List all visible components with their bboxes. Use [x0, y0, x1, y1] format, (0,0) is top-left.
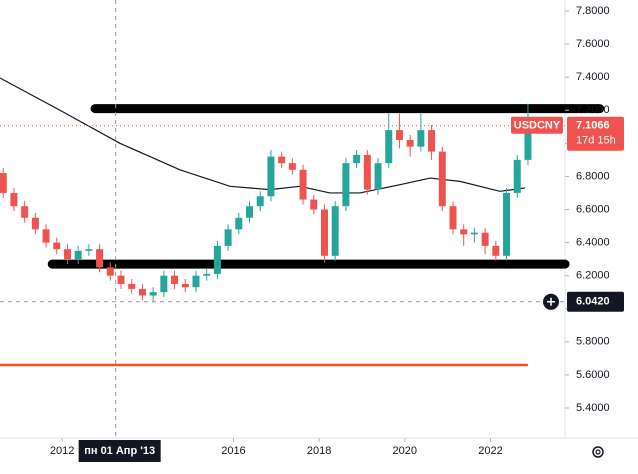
candle-body [406, 140, 414, 147]
candle-body [310, 199, 318, 210]
moving-average [0, 77, 525, 194]
candle-body [53, 242, 61, 250]
y-tick-label: 5.4000 [576, 402, 610, 414]
candle-body [395, 130, 403, 141]
candle-body [10, 192, 18, 207]
candle-body [438, 151, 446, 207]
candle-body [417, 130, 425, 147]
candle-body [96, 249, 104, 268]
countdown-label: 17d 15h [576, 135, 616, 147]
gear-center[interactable] [595, 449, 601, 455]
candle-body [63, 249, 71, 260]
x-tick-label: 2018 [307, 445, 331, 457]
candle-body [224, 229, 232, 246]
x-tick-label: 2020 [393, 445, 417, 457]
candle-body [213, 245, 221, 275]
last-price-label: 7.1066 [576, 120, 610, 132]
candle-body [21, 206, 29, 218]
crosshair-time-box [78, 440, 161, 462]
plot-area [0, 77, 605, 367]
candle-body [85, 249, 93, 251]
y-tick-label: 6.6000 [576, 203, 610, 215]
y-tick-label: 7.8000 [576, 5, 610, 17]
candle-body [524, 125, 532, 160]
candle-body [428, 130, 436, 152]
candle-body [449, 206, 457, 230]
x-tick-label: 2012 [50, 445, 74, 457]
add-button[interactable] [543, 293, 559, 310]
y-tick-label: 5.8000 [576, 336, 610, 348]
candle-body [42, 229, 50, 243]
candle-body [331, 206, 339, 256]
candle-body [492, 245, 500, 256]
y-tick-label: 7.4000 [576, 71, 610, 83]
candle-body [460, 229, 468, 235]
candle-body [374, 163, 382, 190]
y-tick-label: 6.8000 [576, 170, 610, 182]
candle-body [31, 217, 39, 230]
candle-body [192, 275, 200, 288]
candle-body [288, 163, 296, 170]
last-price-box [567, 116, 624, 151]
candle-body [342, 163, 350, 207]
x-tick-label: 2016 [221, 445, 245, 457]
y-tick-label: 6.4000 [576, 236, 610, 248]
candle-body [106, 267, 114, 276]
x-tick-label: 2022 [478, 445, 502, 457]
candle-body [320, 209, 328, 256]
candle-body [385, 130, 393, 164]
candle-body [299, 169, 307, 200]
candle-body [117, 275, 125, 284]
candle-body [503, 192, 511, 256]
candle-body [267, 156, 275, 197]
candle-body [0, 173, 7, 193]
candle-body [513, 159, 521, 193]
gear-icon[interactable] [592, 446, 604, 458]
candle-body [128, 283, 136, 289]
crosshair-time-label: пн 01 Апр '13 [84, 445, 155, 457]
overlay: 5.40005.60005.80006.00006.20006.40006.60… [0, 0, 624, 462]
candle-body [203, 274, 211, 276]
candle-body [481, 232, 489, 246]
candle-body [171, 275, 179, 284]
y-tick-label: 7.6000 [576, 38, 610, 50]
y-tick-label: 6.2000 [576, 270, 610, 282]
symbol-label: USDCNY [514, 120, 561, 132]
candle-body [256, 196, 264, 207]
candle-body [246, 206, 254, 218]
candle-body [138, 288, 146, 296]
candle-body [470, 232, 478, 235]
candle-body [235, 217, 243, 230]
crosshair-price-label: 6.0420 [576, 296, 610, 308]
candle-body [149, 292, 157, 296]
candle-body [160, 275, 168, 293]
candle-body [353, 154, 361, 164]
candle-body [363, 154, 371, 190]
y-tick-label: 5.6000 [576, 369, 610, 381]
crosshair-price-box [567, 291, 624, 312]
candle-body [278, 156, 286, 164]
symbol-box [511, 116, 563, 134]
candle-body [74, 250, 82, 260]
add-button-plus [547, 297, 555, 306]
y-tick-label: 7.2000 [576, 104, 610, 116]
settings-button[interactable] [592, 446, 604, 458]
candle-body [181, 283, 189, 288]
